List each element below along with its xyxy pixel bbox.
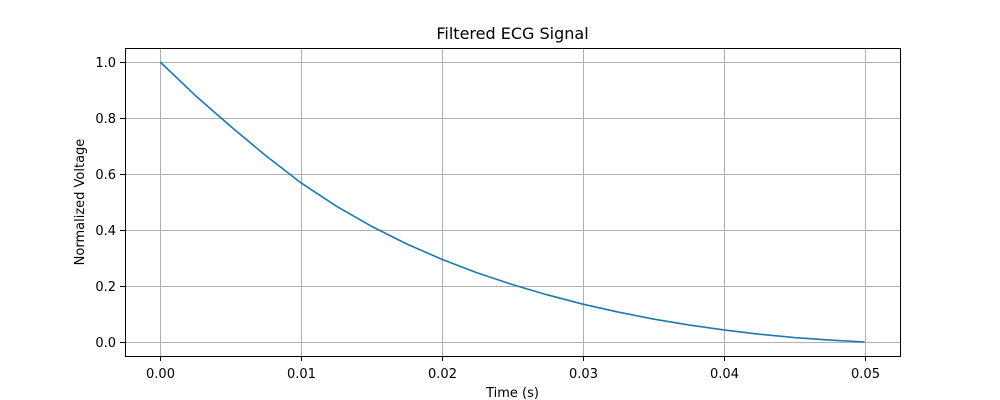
y-tick-label: 0.6 [95, 168, 116, 183]
x-tick-label: 0.05 [851, 367, 880, 382]
plot-frame [125, 48, 901, 357]
x-tick-label: 0.00 [146, 367, 175, 382]
axis-ticks: 0.00 0.01 0.02 0.03 0.04 0.05 0.0 0.2 0.4 0.6 0.8 1… [95, 56, 880, 382]
x-tick-label: 0.02 [428, 367, 457, 382]
series-line [159, 61, 865, 343]
chart-title: Filtered ECG Signal [436, 24, 588, 43]
y-tick-label: 1.0 [95, 56, 116, 71]
x-tick-label: 0.04 [710, 367, 739, 382]
x-tick-label: 0.03 [569, 367, 598, 382]
y-tick-label: 0.0 [95, 336, 116, 351]
y-tick-label: 0.4 [95, 224, 116, 239]
grid [125, 48, 900, 356]
y-tick-label: 0.8 [95, 112, 116, 127]
x-tick-label: 0.01 [287, 367, 316, 382]
y-tick-label: 0.2 [95, 280, 116, 295]
y-axis-label: Normalized Voltage [73, 139, 88, 266]
series-layer [159, 61, 865, 343]
x-axis-label: Time (s) [485, 386, 539, 400]
